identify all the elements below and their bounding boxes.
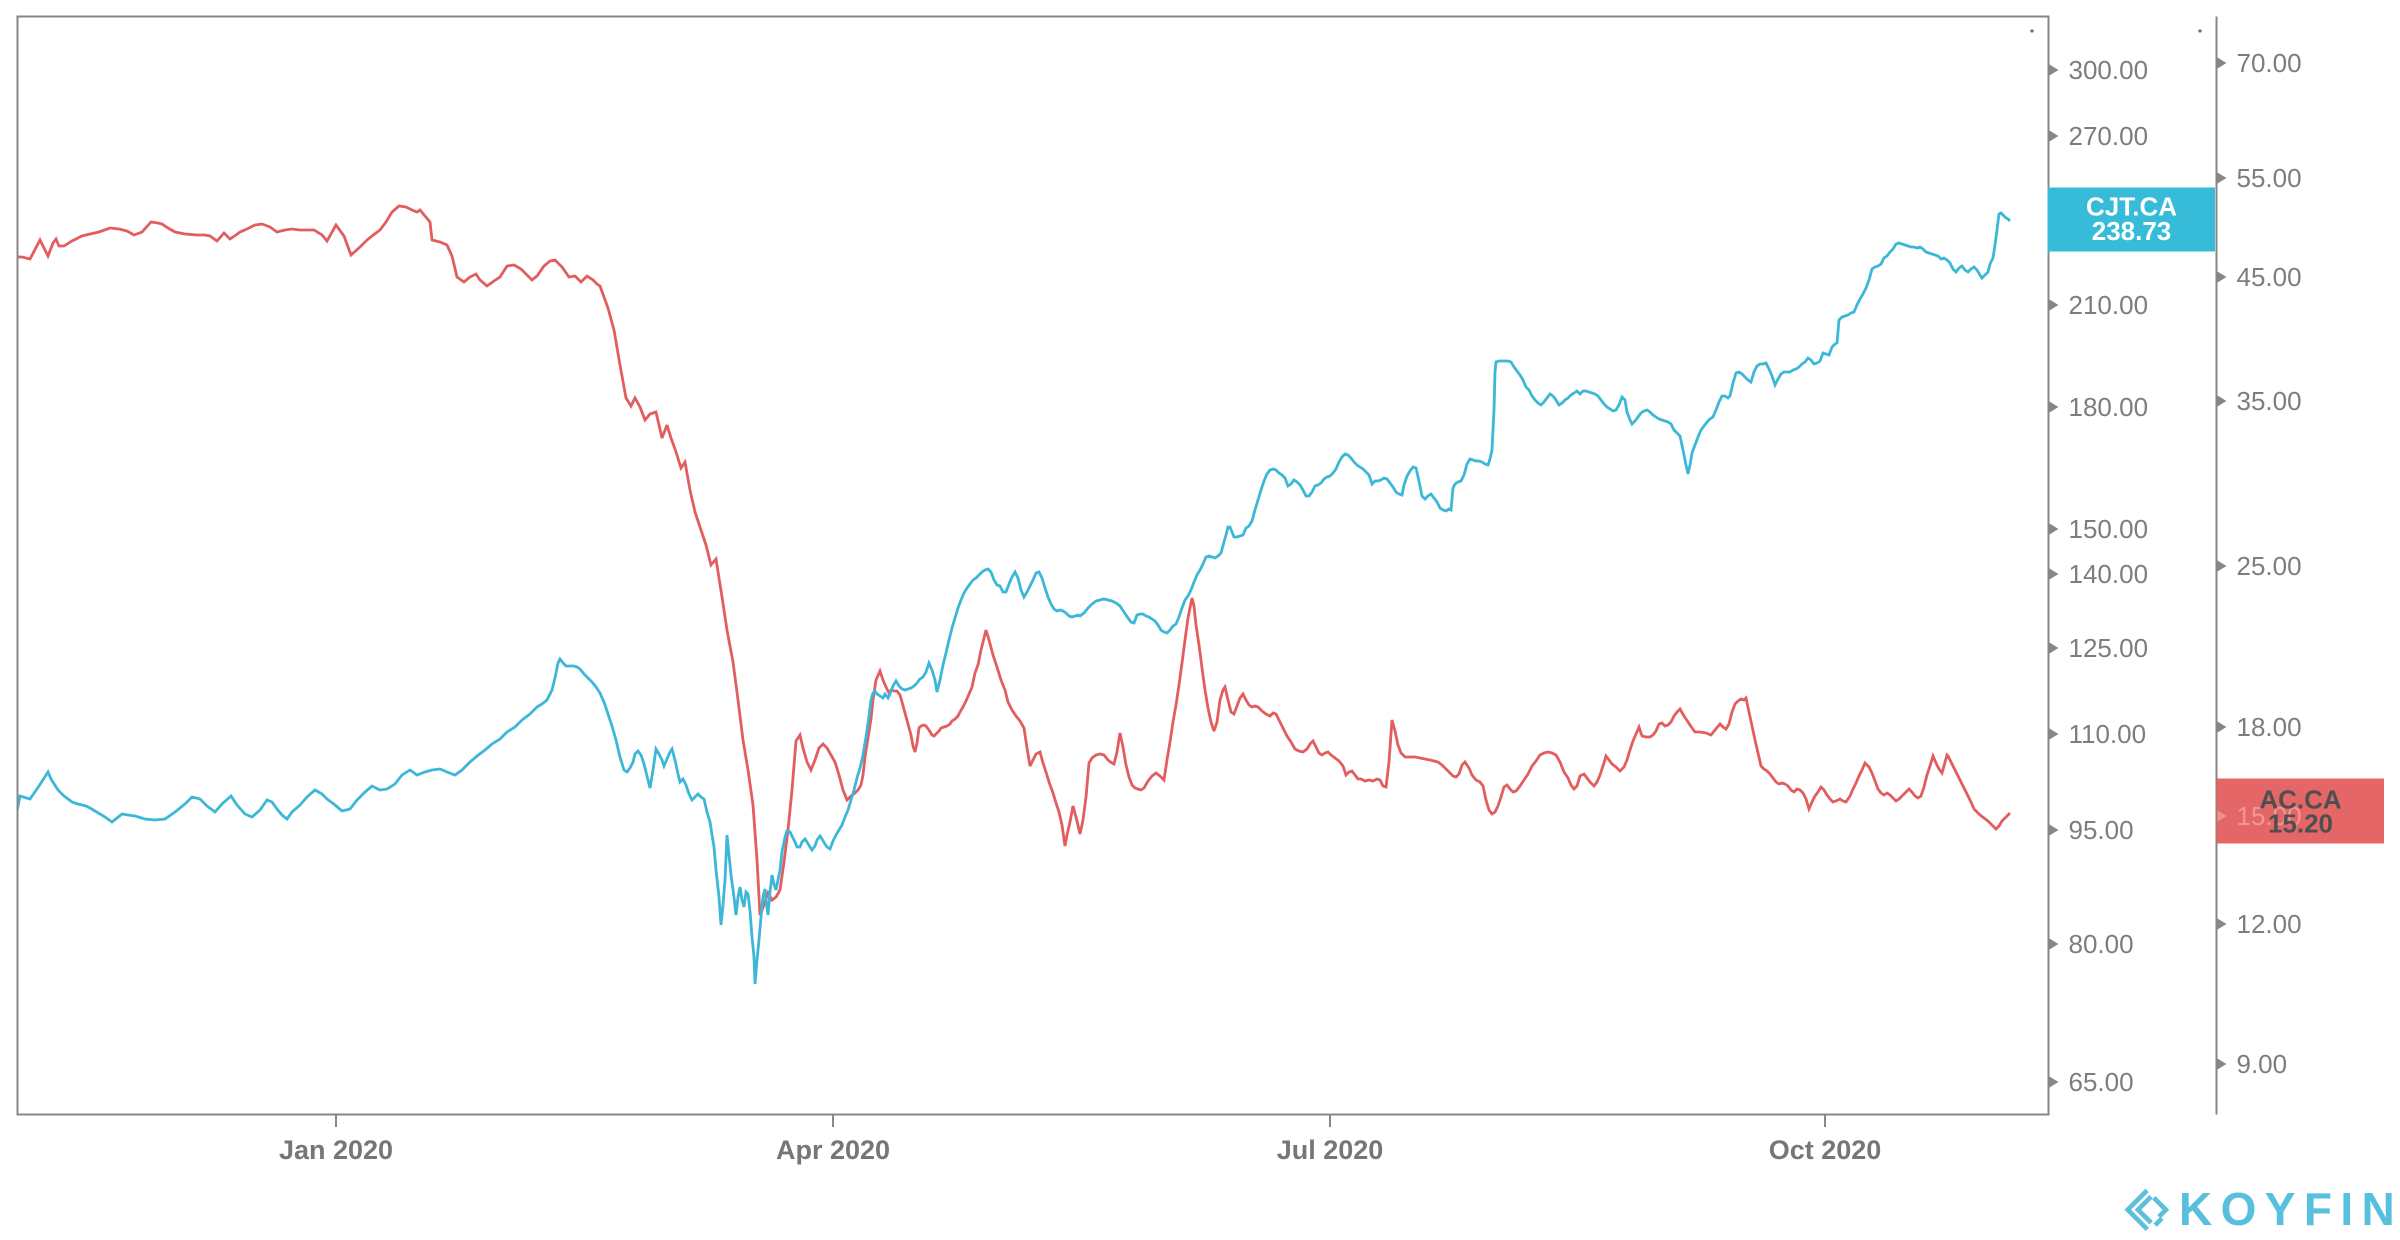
svg-text:Oct 2020: Oct 2020: [1769, 1135, 1882, 1165]
svg-text:45.00: 45.00: [2237, 262, 2302, 292]
svg-text:Jul 2020: Jul 2020: [1277, 1135, 1384, 1165]
svg-text:125.00: 125.00: [2069, 633, 2149, 663]
svg-text:15.00: 15.00: [2237, 801, 2302, 831]
svg-text:18.00: 18.00: [2237, 712, 2302, 742]
svg-text:Apr 2020: Apr 2020: [776, 1135, 890, 1165]
svg-text:110.00: 110.00: [2069, 719, 2147, 749]
svg-text:270.00: 270.00: [2069, 121, 2149, 151]
svg-text:65.00: 65.00: [2069, 1067, 2134, 1097]
svg-text:25.00: 25.00: [2237, 551, 2302, 581]
svg-text:9.00: 9.00: [2237, 1049, 2288, 1079]
svg-text:12.00: 12.00: [2237, 909, 2302, 939]
svg-text:AC.CA: AC.CA: [2259, 785, 2342, 815]
svg-text:95.00: 95.00: [2069, 815, 2134, 845]
svg-text:140.00: 140.00: [2069, 559, 2149, 589]
svg-text:238.73: 238.73: [2092, 216, 2172, 246]
svg-text:210.00: 210.00: [2069, 290, 2149, 320]
svg-text:55.00: 55.00: [2237, 163, 2302, 193]
svg-text:KOYFIN: KOYFIN: [2179, 1183, 2400, 1235]
svg-text:300.00: 300.00: [2069, 55, 2149, 85]
svg-text:70.00: 70.00: [2237, 48, 2302, 78]
svg-text:180.00: 180.00: [2069, 392, 2149, 422]
svg-text:15.20: 15.20: [2268, 809, 2333, 839]
svg-text:35.00: 35.00: [2237, 386, 2302, 416]
svg-text:80.00: 80.00: [2069, 929, 2134, 959]
svg-text:CJT.CA: CJT.CA: [2086, 192, 2177, 222]
svg-text:150.00: 150.00: [2069, 514, 2149, 544]
svg-text:Jan 2020: Jan 2020: [279, 1135, 393, 1165]
